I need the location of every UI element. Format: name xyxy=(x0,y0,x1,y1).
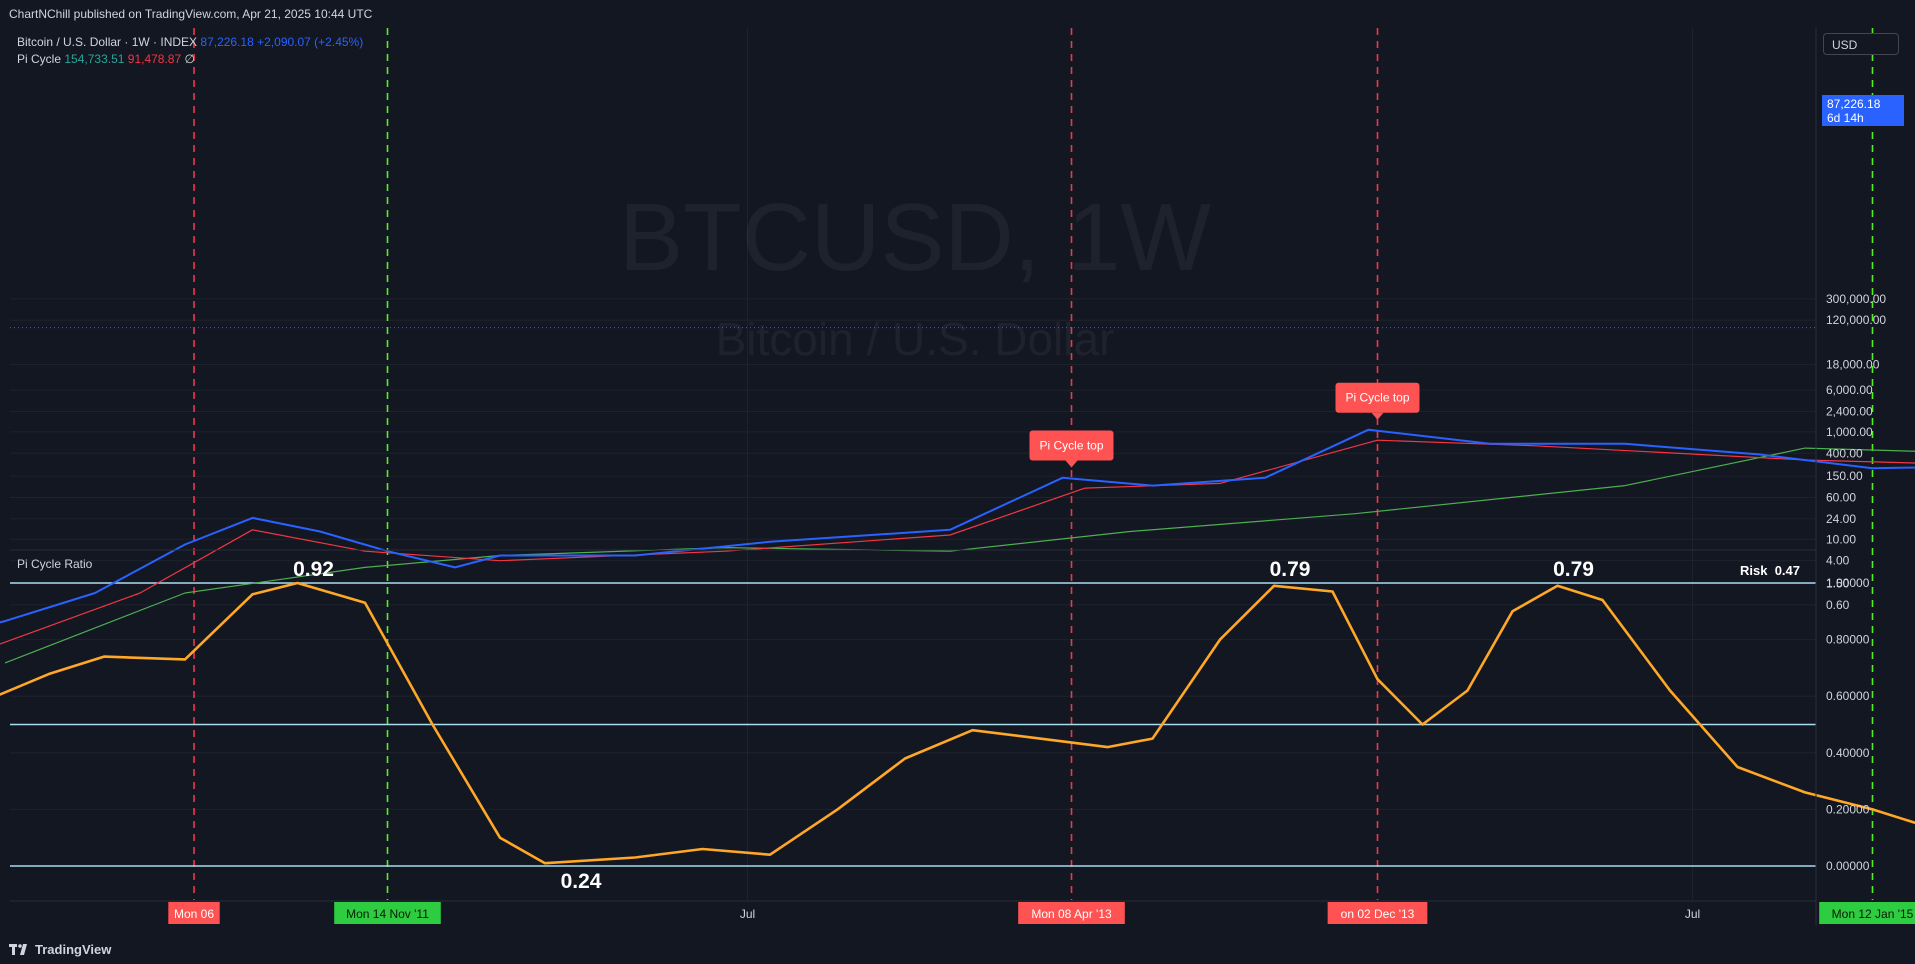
ratio-tick-label: 0.40000 xyxy=(1826,746,1870,760)
chart-background xyxy=(0,28,1915,936)
price-tick-label: 150.00 xyxy=(1826,469,1863,483)
bottom-date-label-text: Mon 14 Nov '11 xyxy=(346,907,429,921)
last-price: 87,226.18 xyxy=(1827,97,1881,111)
pi-cycle-top-label: Pi Cycle top xyxy=(1029,430,1114,468)
series-line-pi-cycle-long-ma xyxy=(4,447,1915,664)
footer-bar: TradingView xyxy=(0,936,1915,964)
chart-canvas[interactable]: BTCUSD, 1W Bitcoin / U.S. Dollar Pi Cycl… xyxy=(0,0,1915,936)
publish-bar: ChartNChill published on TradingView.com… xyxy=(0,0,1915,28)
pi-cycle-top-box xyxy=(1335,382,1420,413)
legend-symbol[interactable]: Bitcoin / U.S. Dollar · 1W · INDEX xyxy=(17,35,198,49)
top-date-label: Mon 08 Apr '13 xyxy=(1018,902,1125,924)
last-price-tag: 87,226.18 6d 14h xyxy=(1822,95,1904,126)
top-date-label: Mon 06 xyxy=(168,902,220,924)
cycle-markers xyxy=(193,28,1874,900)
footer-brand: TradingView xyxy=(35,942,112,957)
watermark-main: BTCUSD, 1W xyxy=(619,184,1211,291)
price-tick-label: 1,000.00 xyxy=(1826,425,1873,439)
tradingview-logo[interactable]: TradingView xyxy=(9,942,111,957)
ratio-peak-label: 0.79 xyxy=(1553,558,1594,581)
currency-button[interactable]: USD xyxy=(1823,33,1899,55)
time-tick-label: Jul xyxy=(1685,907,1700,921)
top-date-label-bg xyxy=(1327,902,1428,924)
price-tick-label: 10.00 xyxy=(1826,532,1856,546)
ratio-tick-label: 0.00000 xyxy=(1826,859,1870,873)
legend-indicator-row: Pi Cycle 154,733.51 91,478.87 ∅ xyxy=(17,51,363,68)
price-tick-label: 120,000.00 xyxy=(1826,313,1886,327)
price-tick-label: 1.50 xyxy=(1826,577,1850,591)
ratio-peak-label: 0.79 xyxy=(1270,558,1311,581)
ratio-pane-title: Pi Cycle Ratio xyxy=(17,557,93,571)
series-line-btcusd xyxy=(0,428,1915,624)
pi-cycle-top-text: Pi Cycle top xyxy=(1345,391,1409,405)
price-tick-label: 6,000.00 xyxy=(1826,383,1873,397)
risk-label: Risk xyxy=(1740,563,1768,578)
risk-value: 0.47 xyxy=(1774,563,1801,578)
bottom-date-label-bg xyxy=(1819,902,1915,924)
legend-change: +2,090.07 (+2.45%) xyxy=(257,35,364,49)
price-tick-label: 24.00 xyxy=(1826,512,1856,526)
top-date-label-text: Mon 06 xyxy=(174,907,214,921)
price-tick-label: 300,000.00 xyxy=(1826,292,1886,306)
ratio-tick-label: 0.20000 xyxy=(1826,802,1870,816)
legend: Bitcoin / U.S. Dollar · 1W · INDEX 87,22… xyxy=(17,34,363,68)
bottom-date-label-bg xyxy=(334,902,441,924)
ratio-tick-label: 0.60000 xyxy=(1826,689,1870,703)
price-tick-label: 400.00 xyxy=(1826,446,1863,460)
price-tick-label: 4.00 xyxy=(1826,554,1850,568)
pi-cycle-top-box xyxy=(1029,430,1114,461)
top-date-label-bg xyxy=(1018,902,1125,924)
ratio-line xyxy=(0,581,1915,865)
ratio-tick-label: 1.00000 xyxy=(1826,576,1870,590)
bottom-date-label-text: Mon 12 Jan '15 xyxy=(1832,907,1914,921)
legend-indicator-name[interactable]: Pi Cycle xyxy=(17,52,62,66)
top-date-label-text: on 02 Dec '13 xyxy=(1341,907,1415,921)
legend-ind-val1: 154,733.51 xyxy=(64,52,125,66)
bottom-date-label: Mon 14 Nov '11 xyxy=(334,902,441,924)
legend-symbol-row: Bitcoin / U.S. Dollar · 1W · INDEX 87,22… xyxy=(17,34,363,51)
top-date-label-bg xyxy=(168,902,220,924)
price-series xyxy=(0,327,1915,664)
ratio-levels xyxy=(10,582,1816,867)
pi-cycle-top-pointer xyxy=(1065,460,1078,468)
top-date-label: on 02 Dec '13 xyxy=(1327,902,1428,924)
pi-cycle-top-text: Pi Cycle top xyxy=(1039,439,1103,453)
legend-ind-extra: ∅ xyxy=(184,52,195,66)
ratio-tick-label: 0.80000 xyxy=(1826,633,1870,647)
time-tick-label: Jul xyxy=(740,907,755,921)
series-line-pi-cycle-short-ma xyxy=(0,439,1915,645)
ratio-trough-label: 0.24 xyxy=(561,870,602,893)
top-date-label-text: Mon 08 Apr '13 xyxy=(1031,907,1112,921)
ratio-peak-label: 0.92 xyxy=(293,558,334,581)
price-tick-label: 0.60 xyxy=(1826,598,1850,612)
risk-readout: Risk 0.47 xyxy=(1740,563,1800,578)
price-tick-label: 2,400.00 xyxy=(1826,404,1873,418)
tradingview-icon xyxy=(9,943,27,955)
bar-countdown: 6d 14h xyxy=(1827,111,1864,125)
watermark-sub: Bitcoin / U.S. Dollar xyxy=(716,313,1115,365)
price-tick-label: 18,000.00 xyxy=(1826,357,1880,371)
pi-cycle-top-label: Pi Cycle top xyxy=(1335,382,1420,420)
bottom-date-label: Mon 12 Jan '15 xyxy=(1819,902,1915,924)
axes: 300,000.00 120,000.00 18,000.00 6,000.00 2,4… xyxy=(10,28,1915,926)
publish-line: ChartNChill published on TradingView.com… xyxy=(9,7,373,21)
pi-cycle-top-pointer xyxy=(1371,412,1384,420)
legend-ind-val2: 91,478.87 xyxy=(127,52,182,66)
ratio-series xyxy=(0,581,1915,865)
price-tick-label: 60.00 xyxy=(1826,491,1856,505)
legend-price: 87,226.18 xyxy=(200,35,254,49)
